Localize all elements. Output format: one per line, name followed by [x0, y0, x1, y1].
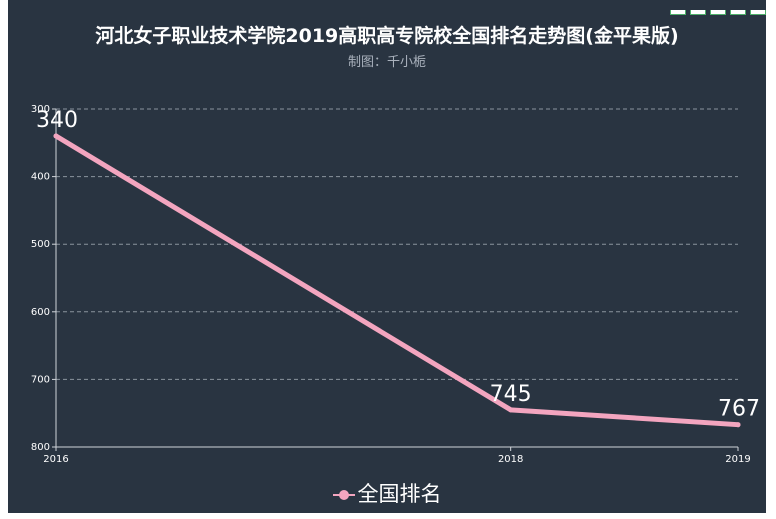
y-tick-label: 600	[31, 307, 50, 318]
x-tick-label: 2016	[43, 454, 68, 465]
toolbar-icon[interactable]	[730, 10, 746, 15]
data-label: 767	[718, 397, 760, 422]
chart-subtitle: 制图：千小栀	[347, 55, 426, 70]
data-point	[508, 407, 514, 413]
data-label: 745	[490, 382, 532, 407]
toolbar-icon[interactable]	[710, 10, 726, 15]
chart-title: 河北女子职业技术学院2019高职高专院校全国排名走势图(金平果版)	[95, 25, 679, 47]
y-tick-label: 700	[31, 374, 50, 385]
legend[interactable]: 全国排名	[8, 478, 766, 508]
data-point	[735, 422, 741, 428]
x-tick-label: 2018	[498, 454, 523, 465]
chart-panel: 300 400 500 600 700 800 2016 2018 2019 340 745 767 …	[8, 0, 766, 513]
legend-label: 全国排名	[357, 482, 442, 506]
toolbar-edge	[666, 0, 766, 15]
y-tick-label: 400	[31, 172, 50, 183]
legend-marker-icon	[332, 488, 355, 502]
y-tick-label: 300	[31, 104, 50, 115]
series-line	[53, 133, 741, 428]
y-tick-label: 500	[31, 239, 50, 250]
y-tick-label: 800	[31, 442, 50, 453]
data-point	[53, 133, 59, 139]
data-label: 340	[36, 108, 78, 133]
toolbar-icon[interactable]	[670, 10, 686, 15]
toolbar-icon[interactable]	[690, 10, 706, 15]
toolbar-icon[interactable]	[750, 10, 766, 15]
x-tick-label: 2019	[725, 454, 750, 465]
